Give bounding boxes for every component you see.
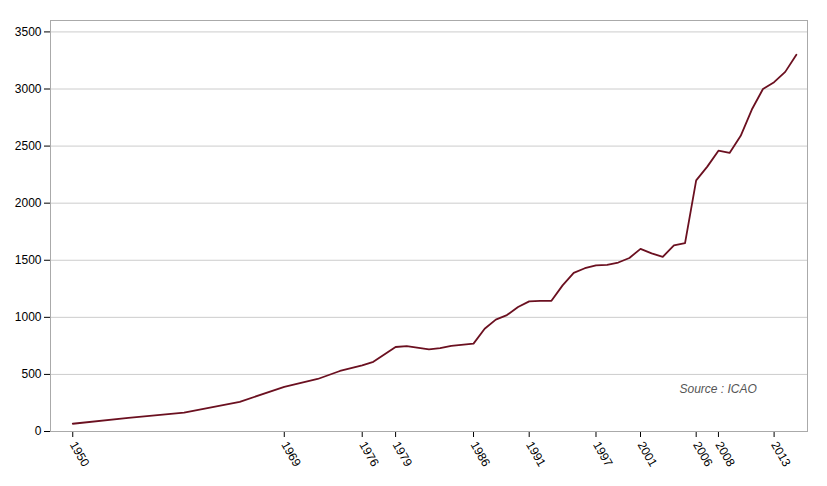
svg-text:1500: 1500 — [15, 253, 42, 267]
svg-text:500: 500 — [21, 367, 41, 381]
svg-text:0: 0 — [35, 424, 42, 438]
svg-text:1976: 1976 — [356, 439, 382, 469]
svg-text:2006: 2006 — [690, 439, 716, 469]
svg-text:2001: 2001 — [635, 439, 661, 469]
svg-text:1986: 1986 — [468, 439, 494, 469]
svg-text:1997: 1997 — [590, 439, 616, 469]
svg-text:1969: 1969 — [278, 439, 304, 469]
svg-text:1979: 1979 — [390, 439, 416, 469]
svg-text:3000: 3000 — [15, 82, 42, 96]
svg-text:2013: 2013 — [768, 439, 794, 469]
svg-text:1991: 1991 — [523, 439, 549, 469]
svg-text:Source : ICAO: Source : ICAO — [679, 382, 756, 396]
svg-text:3500: 3500 — [15, 25, 42, 39]
svg-text:2500: 2500 — [15, 139, 42, 153]
svg-text:2008: 2008 — [713, 439, 739, 469]
svg-text:1950: 1950 — [67, 439, 93, 469]
svg-text:1000: 1000 — [15, 310, 42, 324]
svg-text:2000: 2000 — [15, 196, 42, 210]
